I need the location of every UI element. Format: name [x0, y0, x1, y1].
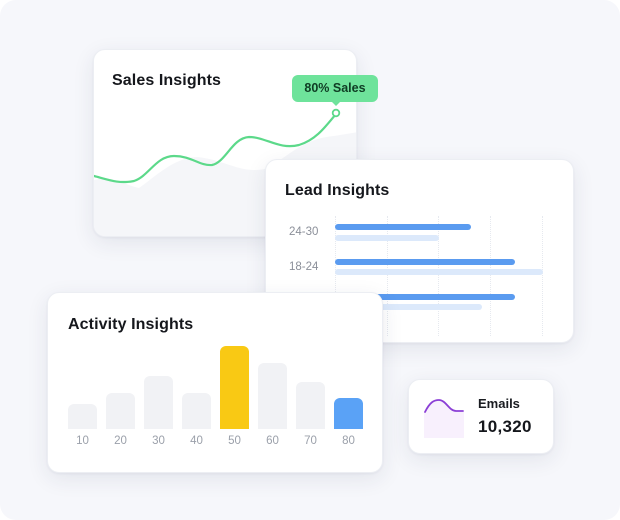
activity-bar-30 — [144, 376, 173, 429]
lead-row-label: 18-24 — [289, 261, 319, 273]
activity-bar-40 — [182, 393, 211, 429]
sales-endpoint-marker — [331, 108, 341, 118]
activity-x-label: 80 — [342, 435, 355, 447]
activity-bar-60 — [258, 363, 287, 429]
activity-insights-card[interactable]: Activity Insights 10 20 30 40 50 60 70 8… — [47, 292, 383, 473]
activity-bar-50 — [220, 346, 249, 429]
activity-x-label: 60 — [266, 435, 279, 447]
lead-bar-primary — [335, 259, 515, 265]
grid-line — [542, 216, 543, 336]
sales-line — [94, 112, 338, 184]
lead-insights-title: Lead Insights — [285, 182, 390, 199]
activity-x-label: 50 — [228, 435, 241, 447]
activity-bar-80 — [334, 398, 363, 429]
lead-row-label: 24-30 — [289, 226, 319, 238]
sales-tooltip: 80% Sales — [292, 75, 378, 106]
activity-x-label: 40 — [190, 435, 203, 447]
lead-bar-secondary — [335, 235, 439, 241]
email-sparkline-icon — [424, 399, 464, 438]
grid-line — [438, 216, 439, 336]
activity-insights-title: Activity Insights — [68, 316, 194, 333]
grid-line — [335, 216, 336, 336]
grid-line — [387, 216, 388, 336]
emails-count: 10,320 — [478, 417, 532, 436]
grid-line — [490, 216, 491, 336]
lead-bar-primary — [335, 224, 471, 230]
activity-bar-10 — [68, 404, 97, 429]
activity-x-label: 70 — [304, 435, 317, 447]
activity-bar-70 — [296, 382, 325, 429]
sales-insights-title: Sales Insights — [112, 72, 221, 89]
activity-x-label: 10 — [76, 435, 89, 447]
activity-bar-20 — [106, 393, 135, 429]
lead-bar-secondary — [335, 304, 482, 310]
emails-card[interactable]: Emails 10,320 — [408, 379, 554, 454]
emails-label: Emails — [478, 396, 520, 411]
lead-bar-primary — [335, 294, 515, 300]
activity-x-label: 30 — [152, 435, 165, 447]
lead-bar-secondary — [335, 269, 543, 275]
activity-x-label: 20 — [114, 435, 127, 447]
